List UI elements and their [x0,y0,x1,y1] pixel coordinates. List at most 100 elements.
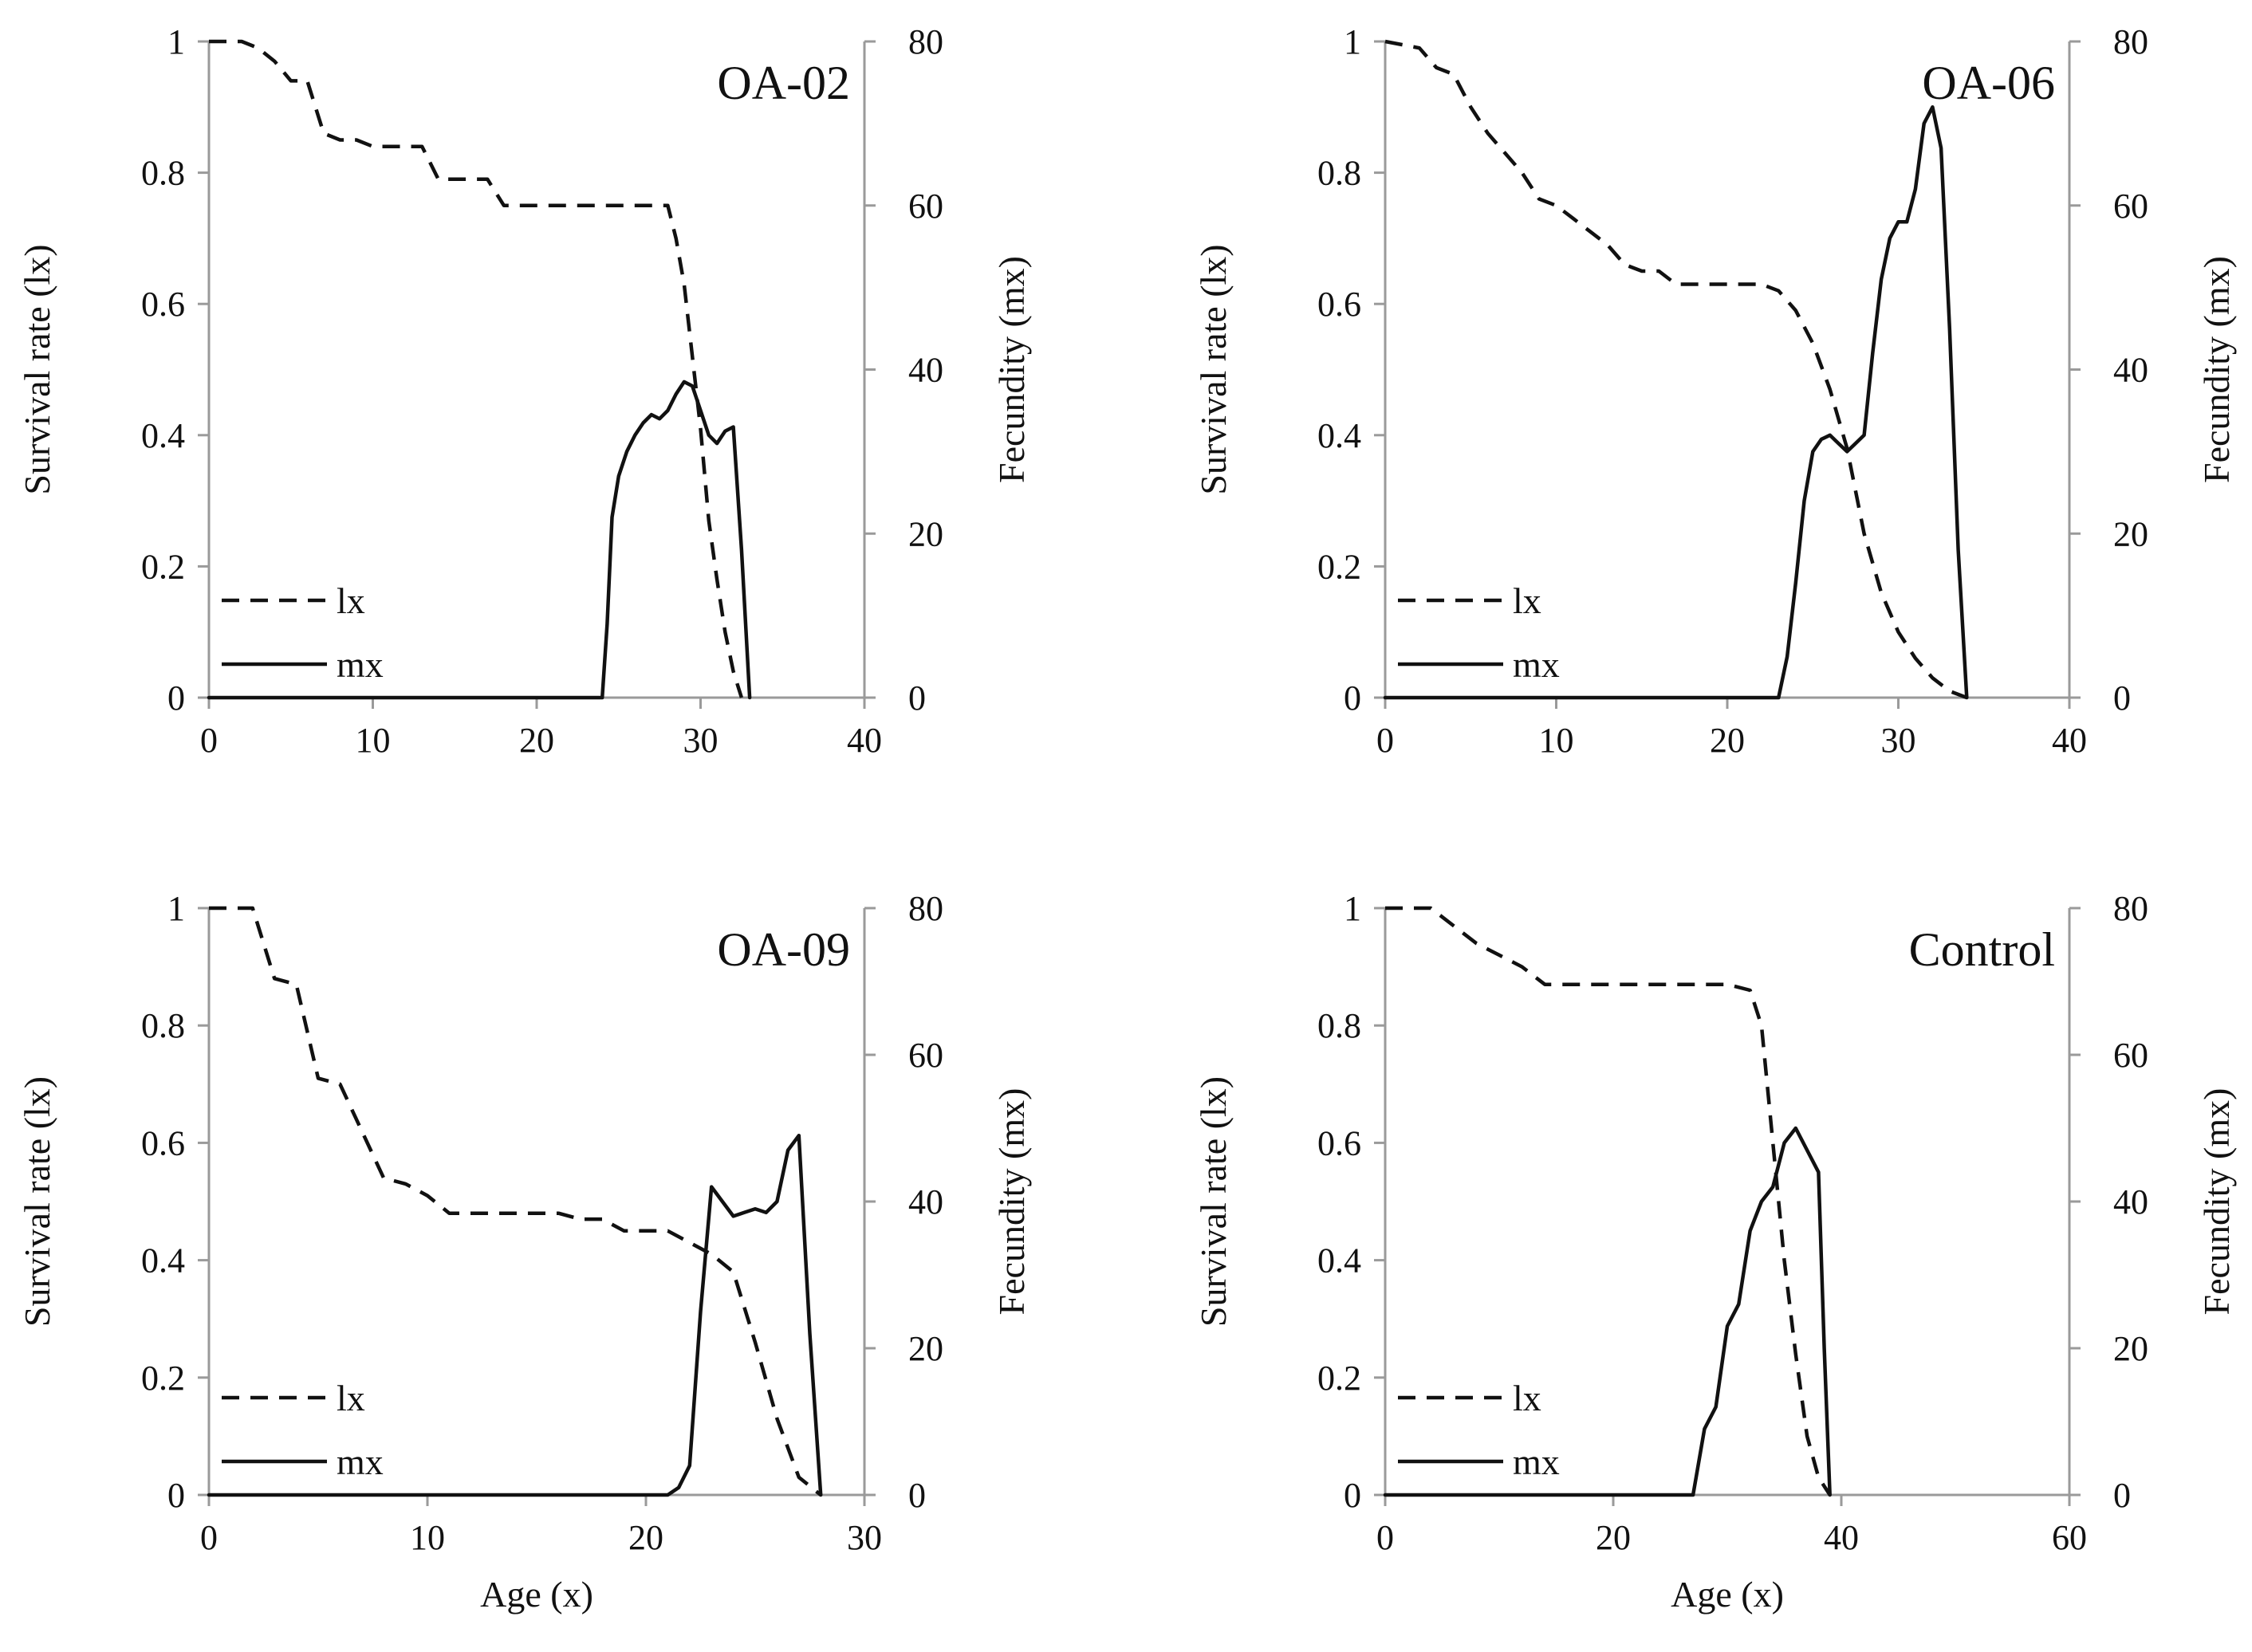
data-point-lx [644,1229,648,1233]
y-tick-label-left: 1 [1344,22,1361,61]
y-tick-label-left: 0 [1344,1476,1361,1515]
data-point-mx [819,1493,822,1497]
data-point-mx [1854,442,1857,445]
data-point-lx [1817,1476,1820,1479]
legend-label-lx: lx [337,580,365,621]
data-point-lx [1429,907,1432,910]
y-tick-label-left: 0.4 [1317,1241,1361,1280]
data-point-mx [765,1211,768,1214]
data-point-lx [502,204,506,207]
data-point-lx [1469,105,1472,108]
data-point-mx [666,1493,669,1497]
data-point-mx [1785,655,1789,659]
x-tick-label: 40 [847,721,882,760]
data-point-lx [535,204,538,207]
data-point-lx [568,204,571,207]
data-point-mx [625,450,628,453]
data-point-lx [1537,198,1541,201]
data-point-lx [1384,907,1387,910]
data-point-mx [1880,277,1883,281]
data-point-mx [710,1186,713,1189]
y-tick-label-left: 0.6 [1317,1123,1361,1162]
data-point-lx [1805,1434,1809,1438]
y-tick-label-left: 0.2 [141,547,185,586]
y-tick-label-right: 20 [908,1329,943,1368]
chart-panel-oa02: 0 10 20 30 4000.20.40.60.81020406080Survival… [17,22,1032,760]
data-point-mx [1829,1493,1832,1497]
data-point-mx [1811,450,1814,453]
data-point-mx [740,549,743,552]
data-point-mx [642,421,645,424]
y-tick-label-right: 0 [908,678,926,718]
data-point-lx [1897,631,1900,634]
data-point-lx [675,237,678,240]
data-point-lx [1418,46,1421,49]
data-point-mx [1749,1229,1752,1233]
data-point-mx [611,516,614,519]
x-tick-label: 40 [1824,1518,1859,1557]
data-point-lx [1572,217,1575,220]
data-point-lx [1612,983,1615,986]
y-tick-label-left: 0.6 [141,1123,185,1162]
data-point-lx [1783,1259,1786,1262]
data-point-lx [404,145,407,148]
data-point-lx [732,1270,735,1273]
data-point-lx [688,1241,691,1245]
x-tick-label: 0 [200,721,218,760]
y-tick-label-right: 80 [2113,889,2148,928]
data-point-mx [617,474,620,478]
x-tick-label: 20 [1596,1518,1631,1557]
data-point-lx [797,1476,801,1479]
data-point-lx [1521,966,1524,969]
data-point-lx [317,1076,320,1080]
data-point-lx [360,1130,364,1133]
y-tick-label-left: 0.6 [141,285,185,324]
data-point-mx [691,384,694,387]
data-point-mx [1715,1406,1718,1409]
legend-label-mx: mx [337,644,384,685]
data-point-lx [623,1229,626,1233]
y-tick-label-right: 60 [908,187,943,226]
data-point-mx [715,442,719,445]
legend-label-mx: mx [1513,644,1560,685]
data-point-mx [1957,549,1960,552]
data-point-mx [1845,450,1848,453]
data-point-mx [732,426,735,429]
data-point-lx [723,631,726,634]
data-point-lx [740,696,743,699]
data-point-lx [1521,171,1524,175]
panel-title: OA-09 [717,923,850,976]
data-point-lx [1657,269,1660,273]
x-tick-label: 0 [1376,721,1394,760]
data-point-lx [1503,151,1506,155]
data-point-mx [600,696,604,699]
data-point-mx [1965,696,1968,699]
data-point-mx [1829,434,1832,437]
data-point-lx [355,139,358,142]
data-point-lx [453,178,456,181]
y-tick-label-left: 0.4 [1317,416,1361,455]
y-tick-label-left: 0 [167,1476,185,1515]
y-axis-title-left: Survival rate (lx) [1193,1076,1234,1327]
data-point-mx [732,1214,735,1217]
y-axis-title-right: Fecundity (mx) [2196,256,2237,483]
y-tick-label-left: 0.8 [1317,154,1361,193]
data-point-mx [1948,327,1951,330]
y-axis-title-left: Survival rate (lx) [17,244,57,494]
y-tick-label-left: 0.4 [141,416,185,455]
data-point-lx [1566,983,1569,986]
data-point-lx [491,1212,494,1215]
data-point-lx [1749,989,1752,992]
data-point-mx [1703,1427,1706,1430]
data-point-lx [775,1417,778,1420]
data-point-mx [658,417,661,420]
legend-label-mx: mx [337,1442,384,1482]
data-point-lx [1760,283,1763,286]
data-point-mx [1726,1324,1729,1328]
data-point-lx [273,60,276,63]
data-point-lx [273,977,276,980]
y-tick-label-right: 40 [908,351,943,390]
data-point-lx [666,1229,669,1233]
